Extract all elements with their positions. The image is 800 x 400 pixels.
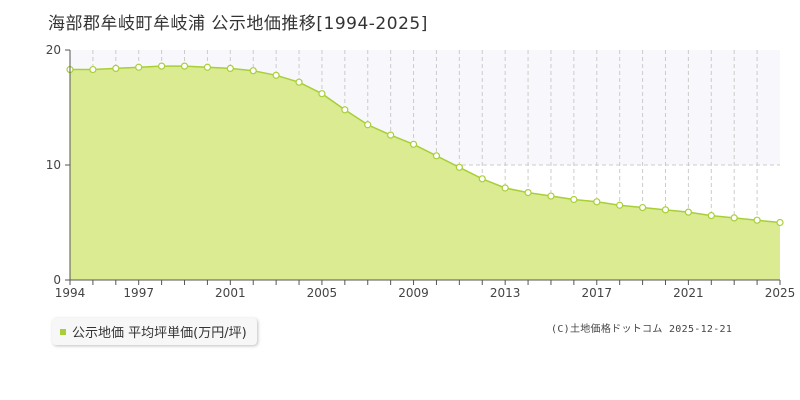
legend-swatch [60,328,66,335]
data-point [158,62,166,70]
data-point [387,131,395,139]
data-point [707,212,715,220]
data-point [135,63,143,71]
data-point [661,206,670,214]
legend: 公示地価 平均坪単価(万円/坪) [52,318,257,345]
data-point [89,65,97,74]
x-tick-label: 2017 [582,286,613,300]
data-point [203,63,212,71]
data-point [524,189,532,197]
data-point [249,67,257,75]
data-point [547,192,555,200]
data-point [180,62,189,70]
data-point [455,163,463,171]
data-point [364,121,372,129]
data-point [730,214,738,222]
data-point [112,64,120,73]
x-tick-label: 2005 [307,286,338,300]
x-tick-label: 1994 [55,286,86,300]
data-point [684,208,692,216]
y-tick-label: 10 [46,158,61,172]
x-tick-label: 2009 [398,286,429,300]
data-point [432,152,441,160]
data-point [478,175,486,183]
x-tick-label: 2021 [673,286,704,300]
y-tick-label: 0 [53,273,61,287]
data-point [616,201,624,209]
x-tick-label: 2001 [215,286,246,300]
data-point [593,198,601,206]
data-point [501,184,509,192]
data-point [753,216,761,224]
y-tick-label: 20 [46,43,61,57]
legend-label: 公示地価 平均坪単価(万円/坪) [72,326,247,341]
data-point [409,140,418,148]
data-point [272,71,280,79]
data-point [638,203,647,212]
data-point [226,64,234,73]
chart-title: 海部郡牟岐町牟岐浦 公示地価推移[1994-2025] [48,14,428,34]
data-point [776,218,784,227]
series-line [70,65,781,224]
area-chart: 0 10 20 1994 1997 2001 2005 2009 2013 2017 2021 202… [46,43,796,300]
data-point [295,78,303,86]
data-point [341,106,349,114]
series-area [70,66,780,280]
data-point [318,90,326,98]
data-point [570,195,578,204]
copyright-text: (C)土地価格ドットコム 2025-12-21 [551,324,733,335]
x-tick-label: 2013 [490,286,521,300]
x-tick-label: 2025 [765,286,796,300]
x-tick-label: 1997 [123,286,154,300]
